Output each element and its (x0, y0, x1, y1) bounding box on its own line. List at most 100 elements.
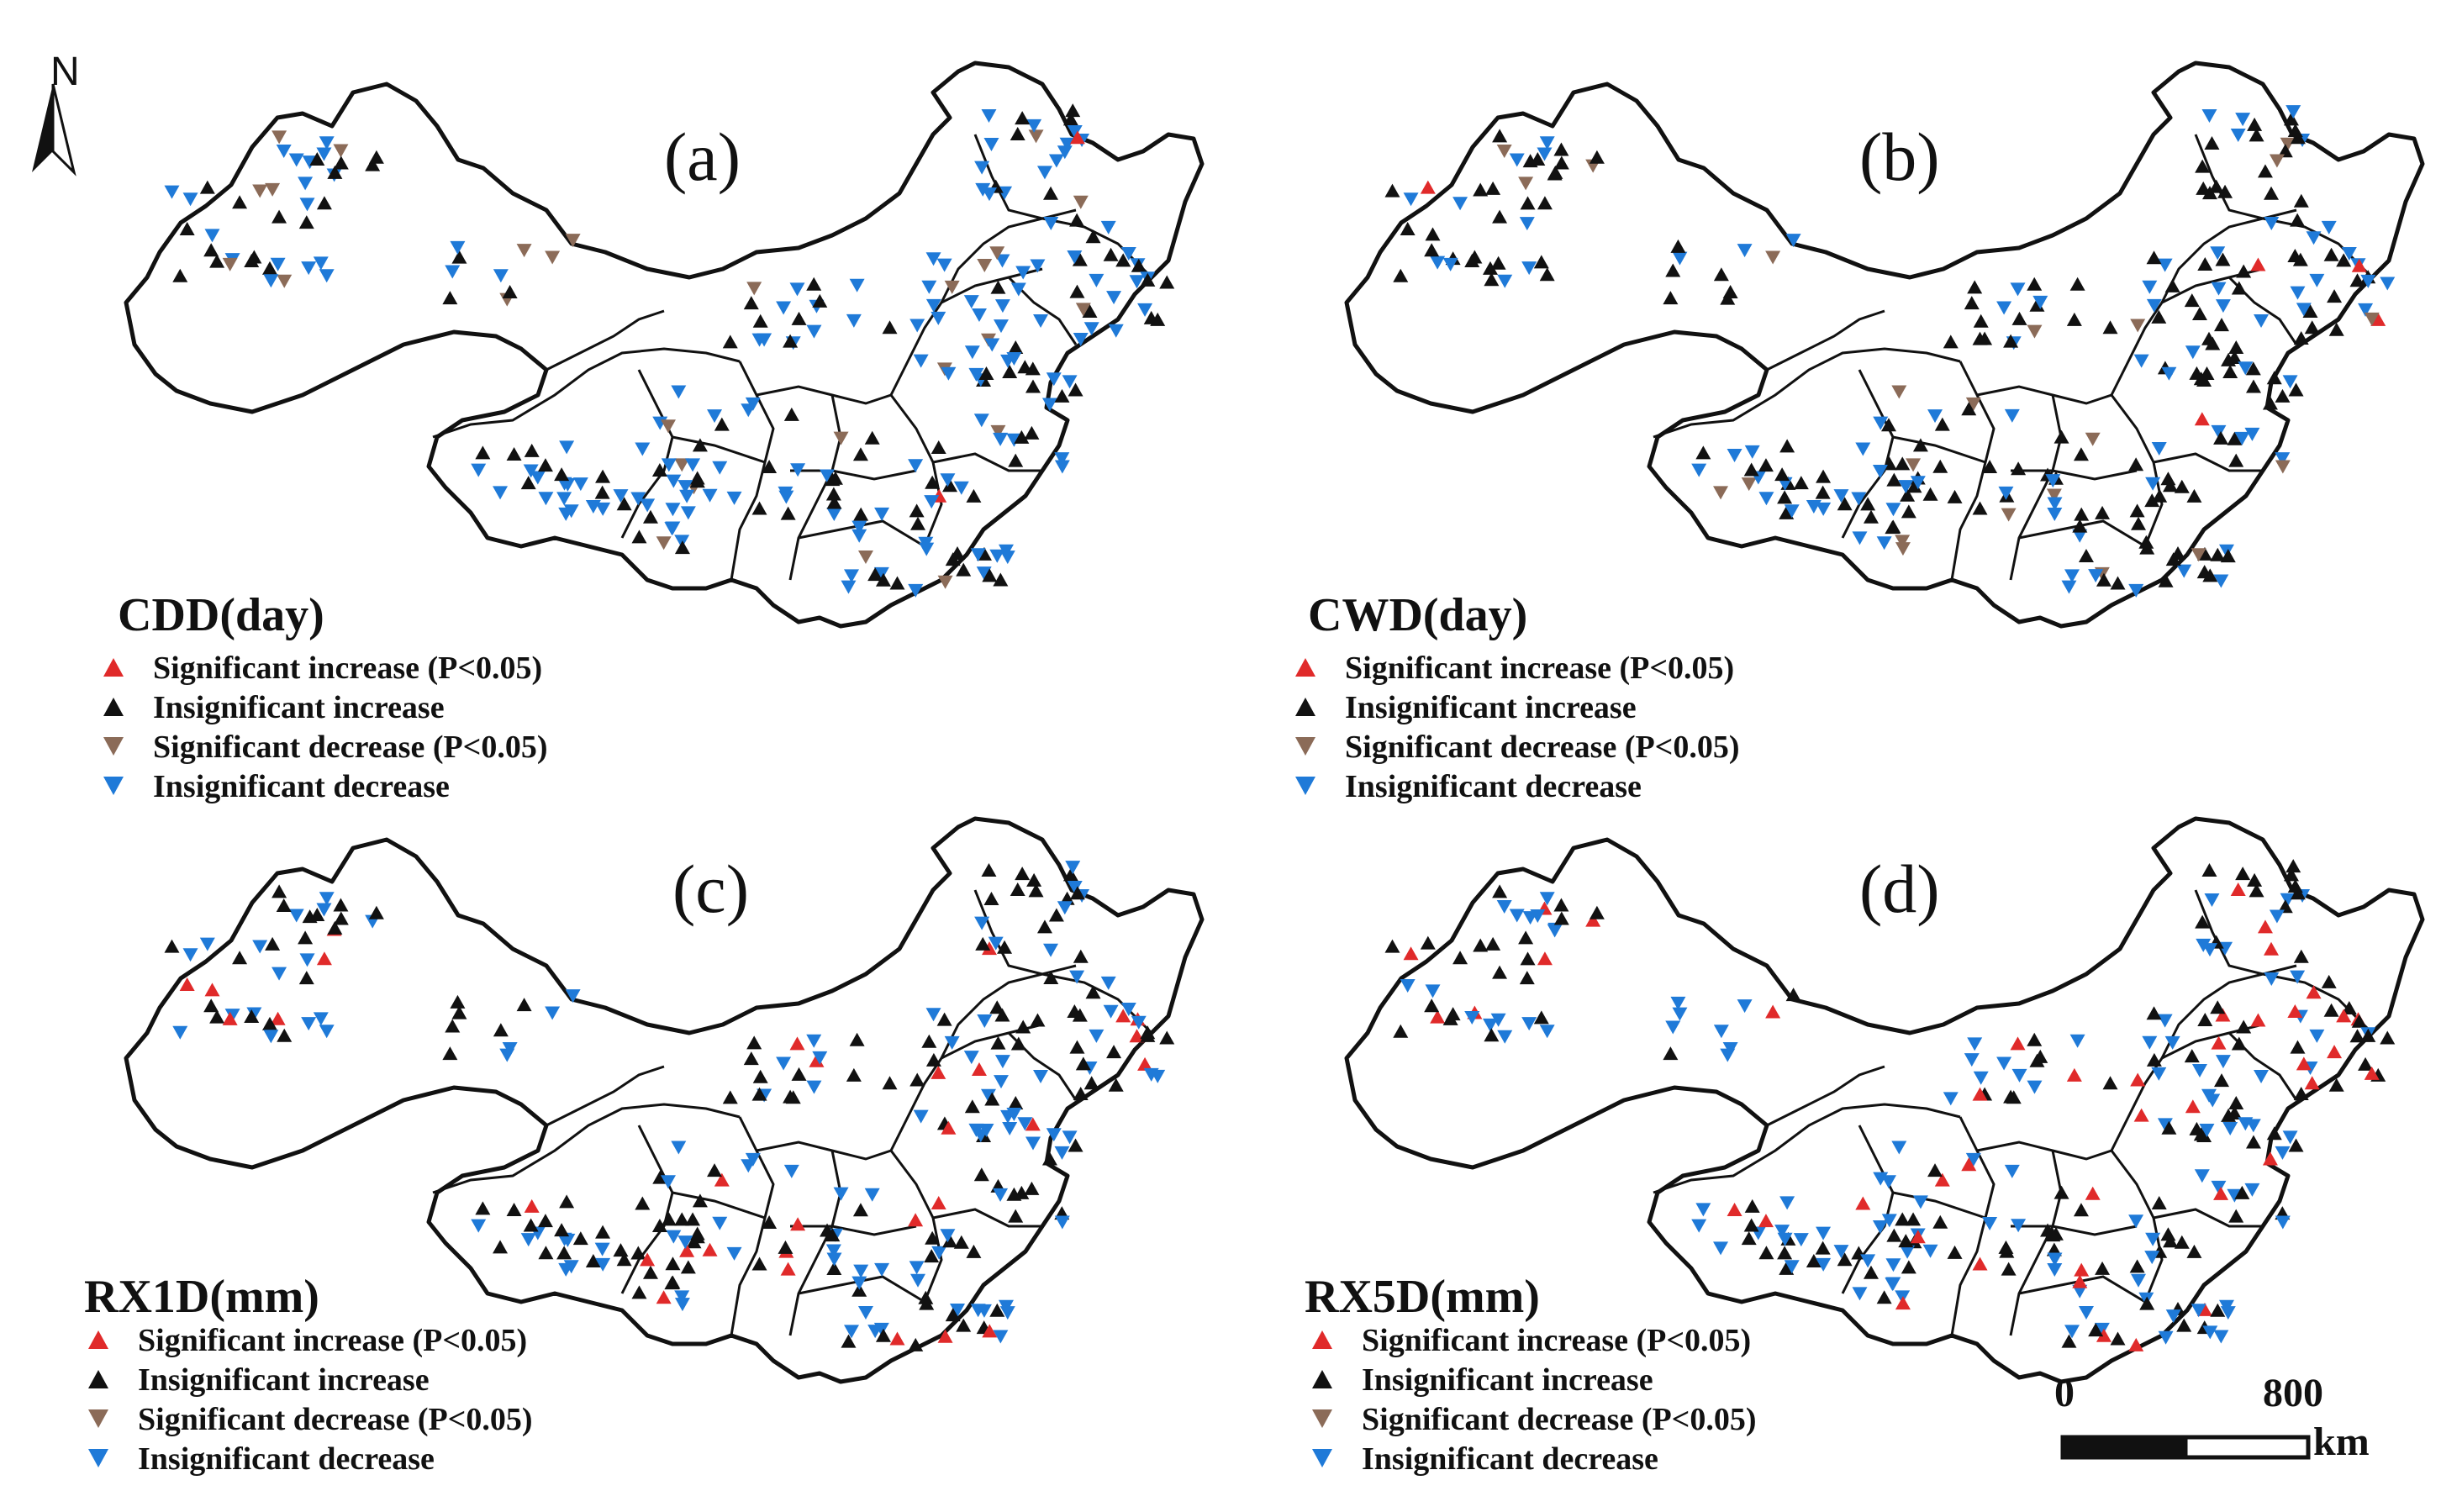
insignificant-decrease-marker (1713, 1241, 1729, 1256)
insignificant-decrease-marker (2144, 1251, 2160, 1265)
insignificant-increase-marker (1758, 458, 1774, 472)
insignificant-increase-marker (1537, 196, 1553, 210)
insignificant-increase-marker (2293, 1087, 2309, 1101)
insignificant-decrease-marker (1041, 398, 1057, 412)
insignificant-decrease-marker (2244, 1183, 2260, 1197)
insignificant-increase-marker (1393, 1024, 1409, 1038)
insignificant-increase-marker (475, 1201, 491, 1215)
insignificant-decrease-marker (993, 1075, 1009, 1089)
insignificant-decrease-marker (977, 1014, 993, 1029)
insignificant-increase-marker (1010, 1036, 1026, 1051)
insignificant-increase-marker (2277, 144, 2293, 158)
province-boundary (788, 394, 842, 581)
insignificant-increase-marker (2001, 1262, 2017, 1276)
insignificant-increase-marker (2266, 1126, 2282, 1141)
insignificant-decrease-marker (806, 324, 822, 339)
insignificant-decrease-marker (2290, 970, 2306, 984)
insignificant-increase-marker (1115, 253, 1131, 267)
insignificant-decrease-marker (263, 274, 279, 288)
insignificant-increase-marker (2215, 252, 2231, 266)
insignificant-increase-marker (298, 215, 314, 229)
insignificant-increase-marker (613, 1243, 629, 1257)
insignificant-increase-marker (1014, 429, 1030, 444)
insignificant-decrease-marker (1059, 137, 1075, 151)
insignificant-decrease-marker (908, 583, 924, 598)
insignificant-increase-marker (909, 503, 925, 518)
insignificant-increase-marker (2129, 1259, 2145, 1273)
significant-decrease-marker (1518, 176, 1534, 191)
insignificant-decrease-marker (2296, 303, 2312, 317)
legend-label: Insignificant decrease (153, 769, 450, 804)
insignificant-decrease-marker (1784, 1260, 1800, 1274)
insignificant-increase-marker (2196, 181, 2212, 195)
insignificant-decrease-marker (973, 414, 989, 428)
insignificant-increase-marker (1073, 1087, 1089, 1101)
insignificant-increase-marker (1670, 239, 1686, 253)
insignificant-increase-marker (1895, 1212, 1911, 1226)
province-boundary (790, 1225, 917, 1236)
insignificant-increase-marker (1492, 884, 1508, 898)
insignificant-increase-marker (1972, 501, 1988, 515)
insignificant-increase-marker (2160, 472, 2176, 486)
insignificant-decrease-marker (970, 1304, 986, 1318)
insignificant-increase-marker (665, 1256, 681, 1271)
significant-increase-marker (2096, 1328, 2111, 1342)
insignificant-decrease-marker (1143, 1067, 1159, 1082)
index-title-rx5d: RX5D(mm) (1305, 1271, 1540, 1323)
insignificant-increase-marker (232, 195, 248, 209)
insignificant-increase-marker (2228, 340, 2244, 355)
province-boundary (940, 964, 1077, 1059)
insignificant-increase-marker (368, 905, 384, 919)
province-boundary (2009, 1150, 2063, 1336)
significant-increase-marker (524, 1199, 540, 1213)
insignificant-increase-marker (1695, 445, 1711, 460)
insignificant-decrease-marker (1521, 261, 1537, 276)
insignificant-decrease-marker (2275, 1146, 2291, 1160)
red-up-triangle-icon (88, 1330, 108, 1349)
insignificant-decrease-marker (1430, 256, 1446, 270)
insignificant-decrease-marker (826, 507, 842, 521)
insignificant-increase-marker (1998, 1240, 2014, 1254)
insignificant-increase-marker (2304, 320, 2320, 335)
insignificant-increase-marker (2088, 1323, 2104, 1337)
province-boundary (1653, 1103, 1961, 1194)
insignificant-decrease-marker (970, 548, 986, 562)
insignificant-increase-marker (722, 335, 738, 349)
insignificant-decrease-marker (2204, 893, 2220, 908)
insignificant-increase-marker (1815, 485, 1831, 499)
insignificant-increase-marker (997, 940, 1013, 954)
insignificant-increase-marker (973, 1167, 989, 1182)
insignificant-increase-marker (298, 930, 314, 945)
insignificant-decrease-marker (1547, 922, 1563, 936)
insignificant-decrease-marker (1779, 1196, 1795, 1210)
insignificant-decrease-marker (913, 354, 929, 368)
insignificant-decrease-marker (2072, 1284, 2088, 1299)
insignificant-decrease-marker (849, 278, 865, 292)
insignificant-increase-marker (1036, 919, 1052, 934)
insignificant-increase-marker (1863, 509, 1879, 524)
insignificant-decrease-marker (224, 1009, 240, 1023)
insignificant-increase-marker (1961, 402, 1977, 416)
insignificant-increase-marker (1025, 361, 1041, 376)
insignificant-increase-marker (1024, 1181, 1040, 1195)
insignificant-increase-marker (956, 562, 972, 577)
significant-increase-marker (2351, 258, 2367, 272)
insignificant-decrease-marker (844, 1325, 860, 1339)
insignificant-increase-marker (2302, 303, 2318, 318)
insignificant-increase-marker (1533, 255, 1549, 269)
significant-increase-marker (1765, 1004, 1781, 1019)
insignificant-decrease-marker (2227, 1188, 2243, 1203)
legend-label: Significant increase (P<0.05) (138, 1323, 528, 1358)
insignificant-decrease-marker (2309, 273, 2325, 287)
significant-decrease-marker (1073, 195, 1089, 209)
insignificant-increase-marker (1054, 388, 1070, 403)
province-boundary (546, 1065, 665, 1127)
insignificant-increase-marker (1906, 479, 1922, 493)
insignificant-decrease-marker (1490, 1013, 1506, 1027)
province-boundary (932, 452, 1042, 472)
insignificant-decrease-marker (1002, 1121, 1018, 1135)
insignificant-increase-marker (2066, 312, 2082, 326)
insignificant-decrease-marker (319, 136, 335, 150)
insignificant-decrease-marker (298, 176, 314, 191)
